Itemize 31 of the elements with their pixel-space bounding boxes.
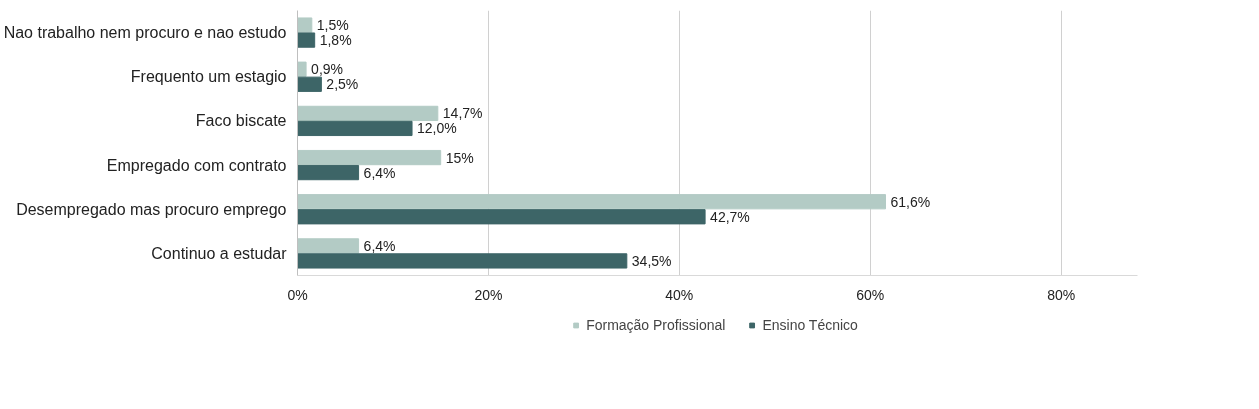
x-tick-label: 40% [665,286,694,303]
y-tick-label: Continuo a estudar [151,244,288,262]
y-tick-label: Frequento um estagio [130,68,287,86]
data-label: 2,5% [326,76,359,93]
y-tick-label: Faco biscate [195,112,287,130]
data-label: 34,5% [631,252,672,269]
data-label: 1,5% [316,17,349,34]
bar [297,209,706,225]
legend-label: Ensino Técnico [762,317,858,333]
x-tick-label: 20% [474,286,503,303]
data-label: 0,9% [311,61,344,78]
data-label: 15% [445,149,474,166]
data-label: 6,4% [363,164,396,181]
data-label: 12,0% [417,120,457,137]
bar [297,32,316,48]
data-label: 61,6% [890,193,931,210]
y-tick-label: Nao trabalho nem procuro e nao estudo [3,24,287,42]
data-label: 14,7% [442,105,483,122]
bar [297,76,322,92]
legend-label: Formação Profissional [586,317,726,333]
x-tick-label: 60% [856,286,885,303]
y-tick-label: Empregado com contrato [106,156,287,174]
y-tick-label: Desempregado mas procuro emprego [16,200,287,218]
data-label: 42,7% [710,208,750,225]
bar [297,164,360,181]
x-tick-label: 80% [1047,286,1076,303]
data-label: 6,4% [363,237,396,254]
x-tick-label: 0% [287,286,308,303]
data-label: 1,8% [319,32,352,49]
bar [297,253,628,269]
bar [297,120,413,137]
